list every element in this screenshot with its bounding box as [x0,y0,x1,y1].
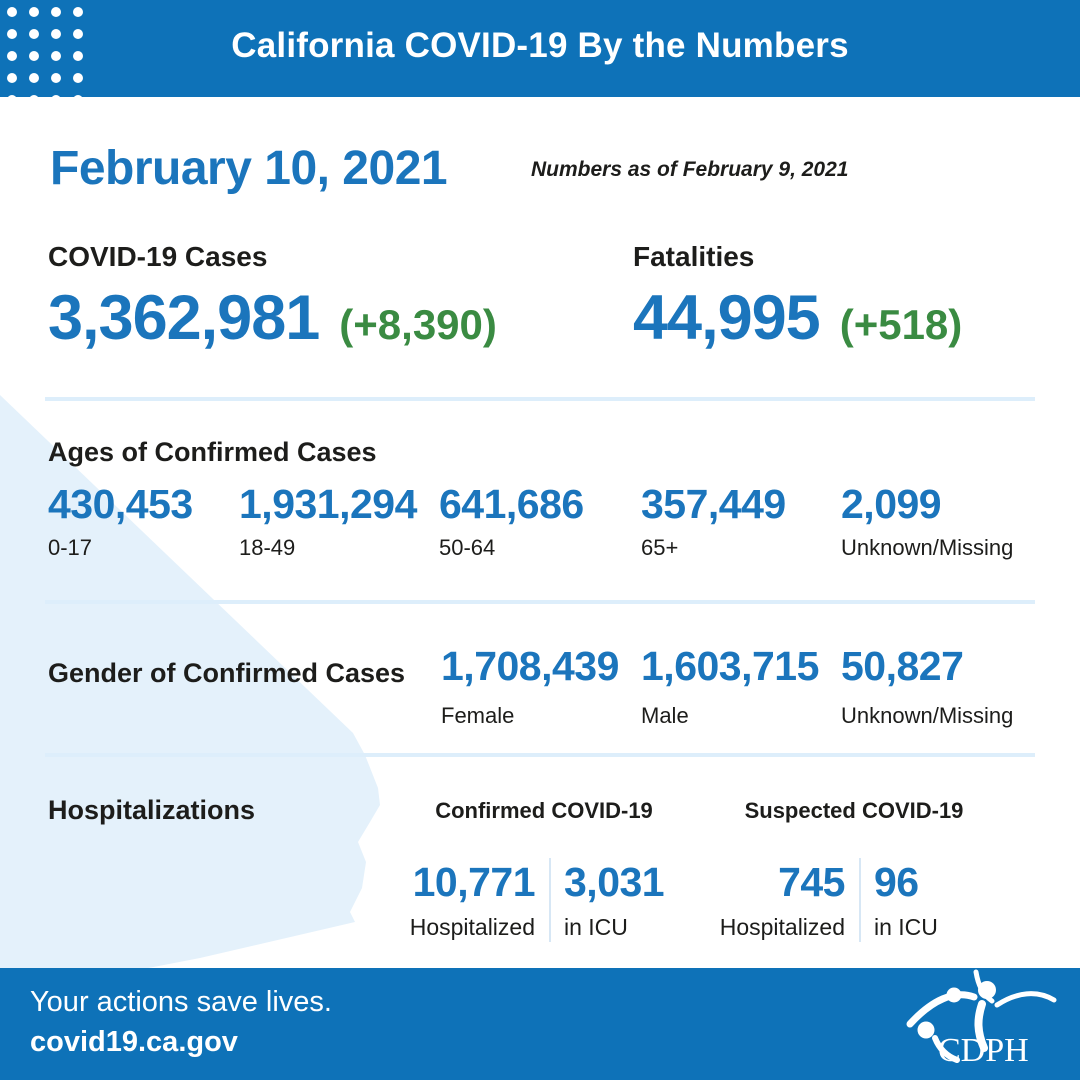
ages-section-title: Ages of Confirmed Cases [48,437,377,467]
gender-value: 1,603,715 [641,643,819,689]
cases-value: 3,362,981 [48,283,320,353]
cdph-logo-text: CDPH [938,1032,1029,1069]
hospitalized-label: Hospitalized [409,914,535,940]
gender-value: 1,708,439 [441,643,619,689]
as-of-note: Numbers as of February 9, 2021 [531,158,849,181]
fatalities-change: (+518) [839,301,963,348]
icu-label: in ICU [564,914,628,940]
gender-label: Female [441,703,515,728]
header-bar: California COVID-19 By the Numbers [0,0,1080,97]
age-value: 1,931,294 [239,481,417,527]
gender-group-female: 1,708,439 Female [441,646,619,729]
age-value: 641,686 [439,481,584,527]
age-label: 50-64 [439,535,496,560]
gender-label: Unknown/Missing [841,703,1014,728]
gender-value: 50,827 [841,643,964,689]
age-value: 2,099 [841,481,942,527]
age-label: Unknown/Missing [841,535,1014,560]
fatalities-label: Fatalities [633,241,755,272]
section-divider [45,397,1035,401]
age-group-unknown: 2,099 Unknown/Missing [841,484,1013,561]
hospitalized-value: 745 [778,859,845,905]
cases-total-block: COVID-19 Cases 3,362,981 (+8,390) [48,241,497,350]
report-date: February 10, 2021 [50,142,448,195]
suspected-covid-stats: 745 Hospitalized 96 in ICU [705,858,938,942]
icu-value: 3,031 [564,859,665,905]
hospitalized-stat: 10,771 Hospitalized [395,858,536,942]
gender-section-title: Gender of Confirmed Cases [48,658,406,688]
fatalities-total-block: Fatalities 44,995 (+518) [633,241,962,350]
suspected-covid-header: Suspected COVID-19 [744,798,964,823]
cases-label: COVID-19 Cases [48,241,268,272]
icu-stat: 96 in ICU [861,858,938,942]
cases-change: (+8,390) [339,301,497,348]
gender-label: Male [641,703,689,728]
age-group-18-49: 1,931,294 18-49 [239,484,417,561]
gender-group-male: 1,603,715 Male [641,646,819,729]
age-group-0-17: 430,453 0-17 [48,484,193,561]
hospitalized-value: 10,771 [412,859,536,905]
icu-stat: 3,031 in ICU [551,858,665,942]
footer-url: covid19.ca.gov [30,1026,238,1058]
stat-divider [549,858,551,942]
age-group-50-64: 641,686 50-64 [439,484,584,561]
hospitalized-stat: 745 Hospitalized [705,858,846,942]
fatalities-value: 44,995 [633,283,821,353]
icu-label: in ICU [874,914,938,940]
age-group-65-plus: 357,449 65+ [641,484,786,561]
age-label: 65+ [641,535,679,560]
age-label: 0-17 [48,535,93,560]
california-map-silhouette [0,395,380,980]
gender-group-unknown: 50,827 Unknown/Missing [841,646,1013,729]
confirmed-covid-stats: 10,771 Hospitalized 3,031 in ICU [395,858,665,942]
confirmed-covid-header: Confirmed COVID-19 [435,798,653,823]
dot-grid-decoration [7,7,83,97]
icu-value: 96 [874,859,919,905]
stat-divider [859,858,861,942]
section-divider [45,753,1035,757]
page-title: California COVID-19 By the Numbers [231,26,849,65]
age-value: 357,449 [641,481,786,527]
section-divider [45,600,1035,604]
age-label: 18-49 [239,535,296,560]
hospitalized-label: Hospitalized [719,914,845,940]
cdph-logo: CDPH [906,969,1057,1069]
hospitalizations-section-title: Hospitalizations [48,795,256,825]
footer-bar: Your actions save lives. covid19.ca.gov … [0,968,1080,1080]
age-value: 430,453 [48,481,193,527]
footer-tagline: Your actions save lives. [30,986,332,1018]
